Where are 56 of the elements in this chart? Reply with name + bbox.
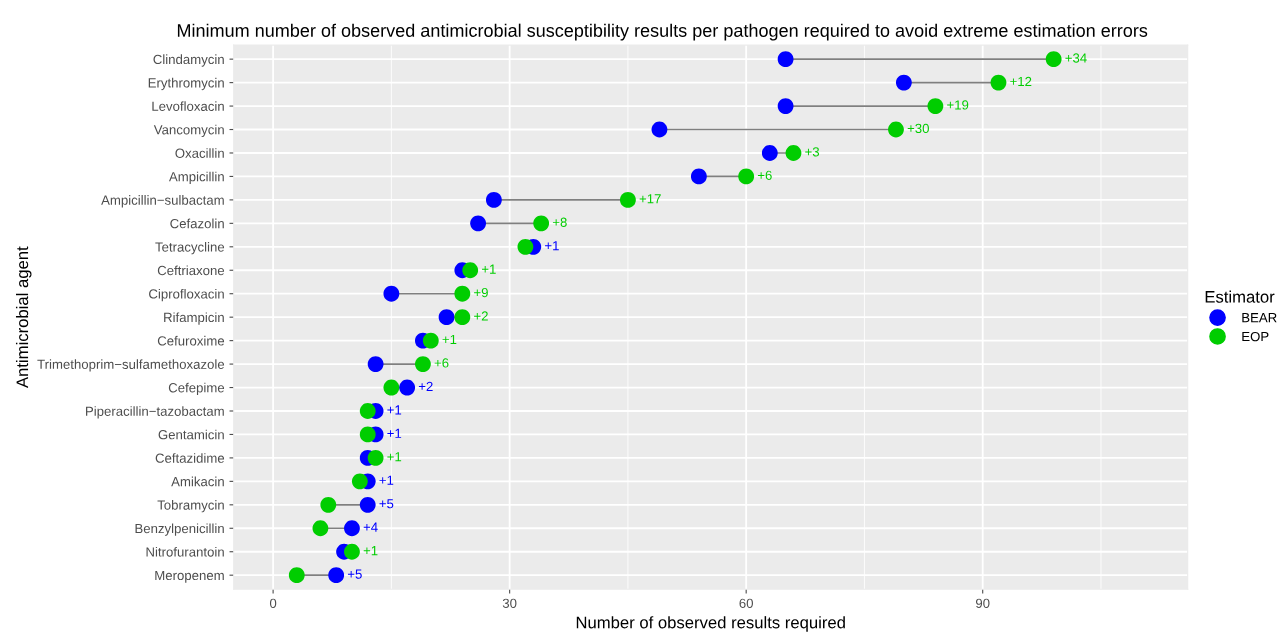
x-tick-label: 30 — [502, 598, 517, 608]
y-tick-label: Amikacin — [171, 476, 224, 487]
y-tick-label: Oxacillin — [175, 148, 224, 158]
annotation: +1 — [387, 428, 402, 438]
y-tick-label: Cefuroxime — [157, 335, 225, 346]
y-tick-label: Gentamicin — [158, 429, 224, 440]
y-tick-label: Ceftazidime — [155, 453, 225, 463]
x-tick-label: 60 — [739, 598, 753, 608]
annotation: +2 — [474, 311, 488, 321]
annotation: +1 — [442, 334, 457, 345]
y-tick-label: Tetracycline — [155, 242, 225, 255]
y-tick-label: Clindamycin — [153, 54, 224, 67]
annotation: +12 — [1010, 76, 1032, 87]
y-tick-label: Tobramycin — [157, 500, 224, 513]
y-tick-label: Vancomycin — [153, 124, 224, 138]
y-tick-label: Nitrofurantoin — [146, 546, 224, 557]
annotation: +6 — [434, 358, 449, 368]
annotation: +1 — [387, 405, 402, 415]
y-tick-label: Erythromycin — [148, 77, 224, 91]
annotation: +5 — [347, 569, 362, 579]
legend-label: BEAR — [1242, 313, 1277, 323]
legend-title: Estimator — [1205, 290, 1275, 303]
annotation: +1 — [387, 452, 402, 462]
chart-title: Minimum number of observed antimicrobial susceptibility results per pathogen required to avoid extreme estimation errors — [177, 23, 1148, 41]
x-tick-label: 90 — [975, 598, 990, 608]
y-tick-label: Ceftriaxone — [157, 265, 225, 276]
annotation: +34 — [1065, 53, 1087, 63]
y-axis-title: Antimicrobial agent — [15, 246, 32, 388]
x-axis-title: Number of observed results required — [576, 616, 845, 632]
y-tick-label: Rifampicin — [164, 312, 224, 325]
annotation: +19 — [947, 100, 969, 110]
y-tick-label: Cefepime — [168, 382, 225, 396]
annotation: +1 — [363, 546, 378, 556]
annotation: +1 — [379, 475, 394, 485]
y-tick-label: Ciprofloxacin — [149, 288, 224, 302]
annotation: +30 — [907, 123, 929, 134]
y-tick-label: Ampicillin — [168, 171, 224, 184]
y-tick-label: Meropenem — [155, 570, 224, 583]
annotation: +4 — [363, 522, 378, 532]
annotation: +5 — [379, 499, 394, 509]
annotation: +8 — [552, 217, 567, 227]
annotation: +2 — [418, 381, 433, 391]
legend-label: EOP — [1242, 331, 1269, 342]
x-tick-label: 0 — [269, 598, 277, 608]
y-tick-label: Benzylpenicillin — [135, 523, 224, 536]
annotation: +9 — [474, 287, 488, 298]
annotation: +3 — [805, 147, 820, 157]
y-tick-label: Levofloxacin — [152, 101, 224, 111]
y-tick-label: Trimethoprim−sulfamethoxazole — [37, 359, 225, 372]
y-tick-label: Cefazolin — [170, 218, 224, 229]
annotation: +17 — [639, 194, 661, 204]
y-tick-label: Piperacillin−tazobactam — [86, 406, 224, 419]
y-tick-label: Ampicillin−sulbactam — [101, 195, 224, 208]
annotation: +6 — [757, 170, 772, 180]
annotation: +1 — [545, 241, 559, 251]
annotation: +1 — [481, 264, 496, 274]
